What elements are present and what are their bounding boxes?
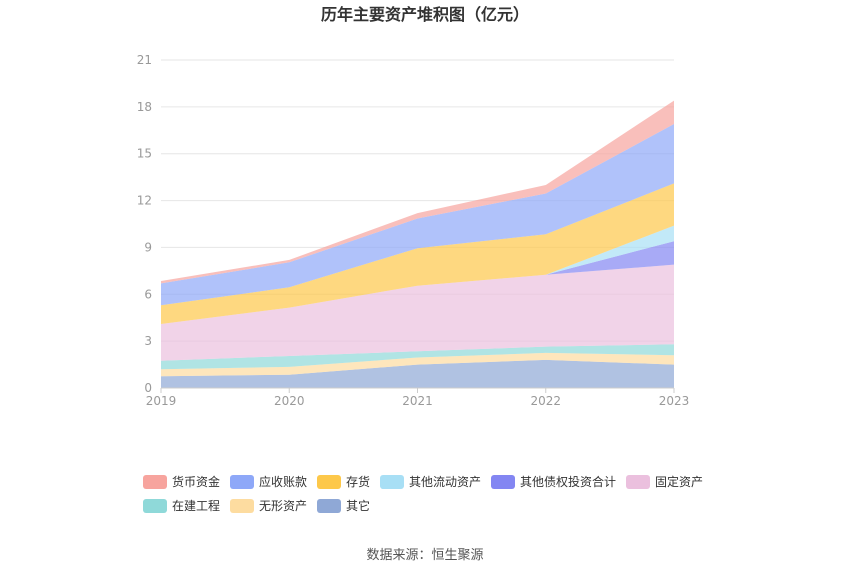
legend-item[interactable]: 存货 <box>317 474 370 489</box>
x-tick-label: 2023 <box>659 394 690 408</box>
legend-label: 其它 <box>346 498 370 513</box>
axes: 0 3 6 9 12 15 18 21 2019 2020 2021 2022 2023 <box>137 53 690 408</box>
legend-label: 无形资产 <box>259 499 307 513</box>
legend-item[interactable]: 其他债权投资合计 <box>491 474 616 489</box>
legend-item[interactable]: 固定资产 <box>626 474 703 489</box>
legend-label: 在建工程 <box>172 498 220 513</box>
x-tick-label: 2022 <box>530 394 561 408</box>
legend-swatch <box>626 475 650 489</box>
legend-swatch <box>230 475 254 489</box>
y-tick-label: 15 <box>137 147 152 161</box>
area-其它 <box>161 359 674 388</box>
area-应收账款 <box>161 124 674 306</box>
x-tick-label: 2021 <box>402 394 433 408</box>
legend-swatch <box>317 499 341 513</box>
y-tick-label: 6 <box>144 287 152 301</box>
legend-label: 应收账款 <box>259 474 307 489</box>
data-source: 数据来源：恒生聚源 <box>366 548 483 563</box>
legend-swatch <box>491 475 515 489</box>
legend-item[interactable]: 其它 <box>317 498 370 513</box>
legend-label: 其他流动资产 <box>409 475 481 489</box>
legend-label: 固定资产 <box>655 474 703 489</box>
x-tick-label: 2019 <box>146 394 177 408</box>
legend-item[interactable]: 其他流动资产 <box>380 475 481 489</box>
chart-title: 历年主要资产堆积图（亿元） <box>321 5 529 24</box>
y-tick-label: 3 <box>144 334 152 348</box>
legend-swatch <box>380 475 404 489</box>
x-tick-label: 2020 <box>274 394 305 408</box>
stacked-areas <box>161 100 674 388</box>
legend-label: 货币资金 <box>172 474 220 489</box>
legend-item[interactable]: 应收账款 <box>230 474 307 489</box>
legend-item[interactable]: 货币资金 <box>143 474 220 489</box>
y-tick-label: 18 <box>137 100 152 114</box>
area-存货 <box>161 183 674 324</box>
area-无形资产 <box>161 352 674 377</box>
legend-item[interactable]: 在建工程 <box>143 498 220 513</box>
legend-item[interactable]: 无形资产 <box>230 499 307 513</box>
legend-label: 其他债权投资合计 <box>520 474 616 489</box>
y-tick-label: 0 <box>144 381 152 395</box>
legend-swatch <box>317 475 341 489</box>
y-tick-label: 12 <box>137 194 152 208</box>
legend-swatch <box>143 475 167 489</box>
y-tick-label: 21 <box>137 53 152 67</box>
legend-swatch <box>230 499 254 513</box>
y-tick-label: 9 <box>144 240 152 254</box>
area-固定资产 <box>161 264 674 361</box>
area-在建工程 <box>161 344 674 370</box>
legend-swatch <box>143 499 167 513</box>
legend-label: 存货 <box>346 474 370 489</box>
